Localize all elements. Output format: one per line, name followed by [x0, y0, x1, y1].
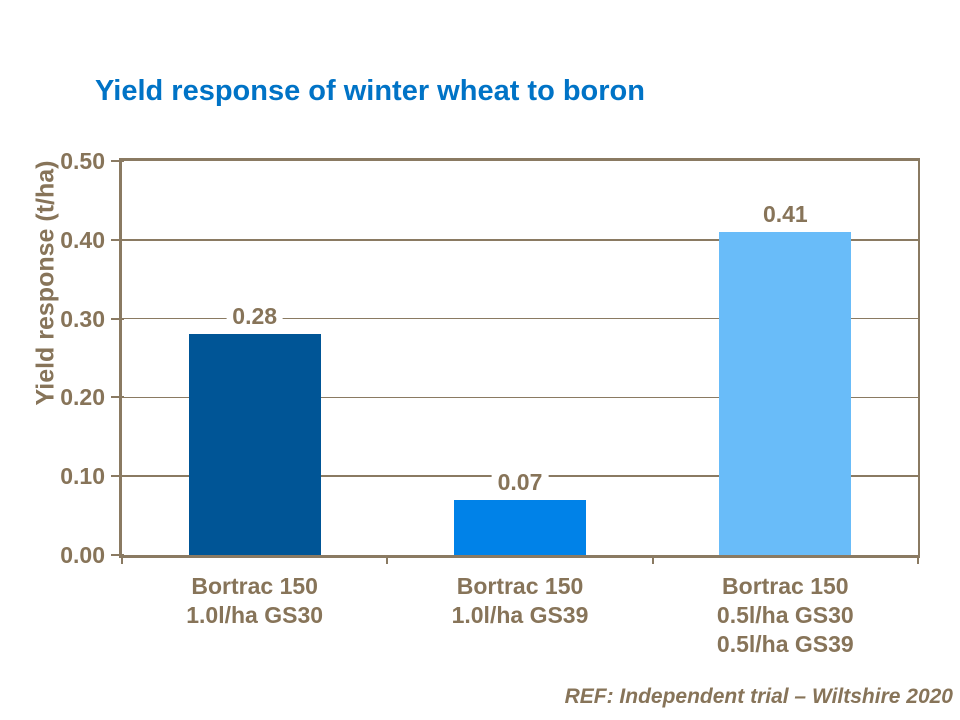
y-tick-mark [111, 475, 124, 478]
bar-value-label: 0.41 [756, 201, 814, 226]
bar-value-label: 0.28 [226, 304, 284, 329]
x-category-label: Bortrac 150 1.0l/ha GS39 [387, 572, 652, 630]
bar-value-label: 0.07 [491, 469, 549, 494]
x-category-label-line: 1.0l/ha GS39 [451, 602, 589, 628]
y-tick-mark [111, 160, 124, 162]
x-tick-mark [917, 555, 919, 564]
y-tick-label: 0.00 [60, 542, 105, 568]
y-tick-mark [111, 238, 124, 241]
x-category-label: Bortrac 150 0.5l/ha GS30 0.5l/ha GS39 [653, 572, 918, 659]
y-tick-label: 0.10 [60, 463, 105, 490]
gridline [122, 396, 918, 399]
y-tick-mark [111, 317, 124, 320]
y-axis-title: Yield response (t/ha) [31, 160, 60, 406]
y-tick-mark [111, 554, 124, 556]
bar [188, 334, 321, 555]
x-category-label-line: Bortrac 150 [722, 573, 849, 599]
bar [719, 231, 852, 555]
gridline [122, 317, 918, 320]
y-tick-label: 0.30 [60, 305, 105, 332]
x-category-label-line: 1.0l/ha GS30 [186, 602, 324, 628]
x-category-label-line: Bortrac 150 [191, 573, 318, 599]
x-tick-mark [386, 555, 389, 564]
y-tick-label: 0.50 [60, 148, 105, 174]
x-category-label-line: 0.5l/ha GS39 [716, 631, 854, 657]
gridline [122, 239, 918, 241]
bar [454, 499, 586, 555]
x-tick-mark [121, 555, 123, 564]
chart-title: Yield response of winter wheat to boron [95, 75, 645, 107]
y-tick-mark [111, 396, 124, 399]
x-tick-mark [651, 555, 654, 564]
y-tick-label: 0.40 [60, 226, 105, 253]
x-category-label: Bortrac 150 1.0l/ha GS30 [122, 572, 387, 630]
reference-note: REF: Independent trial – Wiltshire 2020 [564, 685, 953, 708]
x-category-label-line: Bortrac 150 [456, 573, 584, 599]
x-category-label-line: 0.5l/ha GS30 [716, 602, 854, 628]
plot-frame [119, 158, 920, 558]
y-tick-label: 0.20 [60, 384, 105, 411]
